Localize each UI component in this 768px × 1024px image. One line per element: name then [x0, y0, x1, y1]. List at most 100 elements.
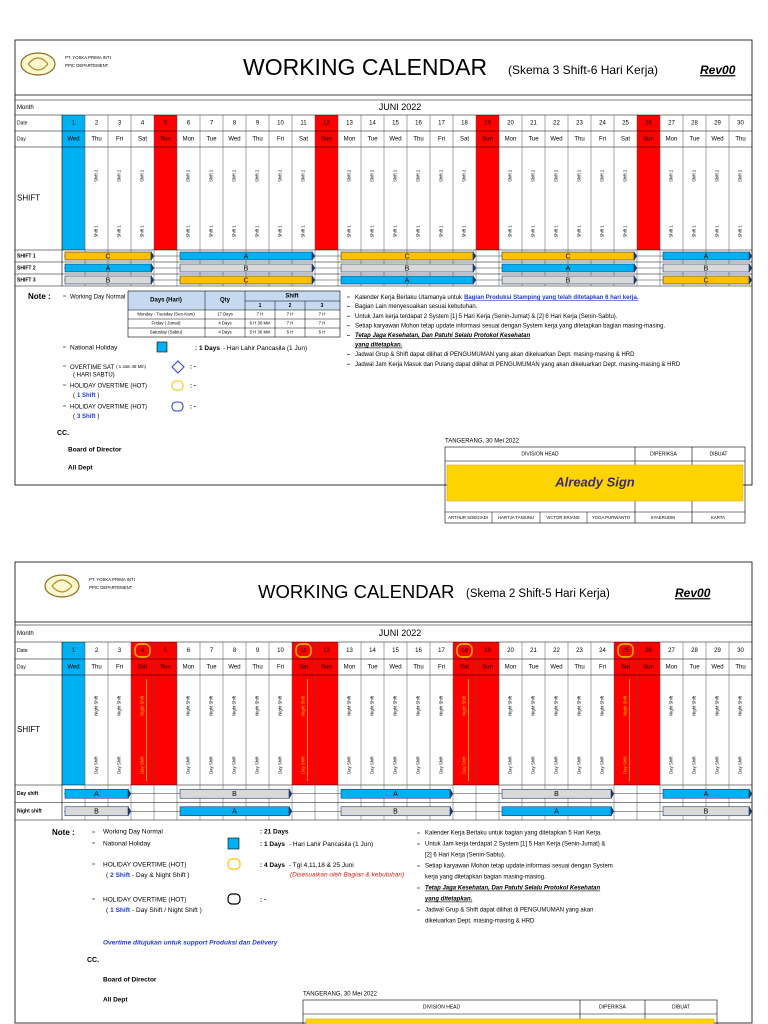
shift-label: Night Shift	[623, 695, 628, 716]
cc-recipient: Board of Director	[103, 977, 157, 984]
date: 20	[507, 121, 514, 127]
date: 6	[187, 121, 191, 127]
day: Mon	[183, 665, 195, 671]
text-part: : 4 Days	[260, 862, 285, 869]
day: Thu	[91, 137, 101, 143]
text-part: - Day & Night Shift )	[132, 872, 189, 879]
month: JUNI 2022	[379, 102, 422, 112]
note-value: : 4 Days - Tgl 4,11,18 & 25 Juni	[260, 862, 354, 869]
date: 15	[392, 121, 399, 127]
shift-label: Shift 1	[301, 225, 306, 238]
shift-label: Night Shift	[439, 695, 444, 716]
shift-group-label: B	[94, 809, 99, 816]
shift-label: Shift 1	[715, 225, 720, 238]
day: Tue	[367, 137, 378, 143]
logo	[20, 52, 56, 76]
date: 25	[622, 121, 629, 127]
note-support: Overtime ditujukan untuk support Produks…	[103, 940, 278, 947]
date: 26	[645, 121, 652, 127]
shift-group-label: B	[393, 809, 398, 816]
note-label: HOLIDAY OVERTIME (HOT)	[103, 862, 186, 869]
shift-group-label: B	[244, 265, 249, 272]
shift-label: Night Shift	[209, 695, 214, 716]
date: 14	[369, 121, 376, 127]
arrow-head	[611, 805, 614, 817]
date: 26	[645, 648, 652, 654]
shift-row-label: Night shift	[17, 809, 42, 815]
text-part: ( 1 Jam 45 Min)	[116, 364, 146, 369]
shift-group-label: C	[105, 253, 110, 260]
revision: Rev00	[675, 586, 711, 600]
table-cell: 4 Days	[218, 321, 231, 326]
day: Tue	[206, 665, 217, 671]
note-label: National Holiday	[70, 345, 118, 352]
shift-label: Shift 2	[117, 169, 122, 182]
shift-label: Day Shift	[255, 756, 260, 774]
shift-label: Day Shift	[462, 756, 467, 774]
note-heading: Note :	[52, 828, 75, 837]
date: 2	[95, 648, 99, 654]
logo-mark	[51, 579, 73, 593]
table-cell: 7 H	[287, 321, 294, 326]
shift-label: Shift 1	[278, 225, 283, 238]
date: 19	[484, 648, 491, 654]
shift-label: Night Shift	[301, 695, 306, 716]
shift-label: Day Shift	[370, 756, 375, 774]
date: 13	[346, 648, 353, 654]
shift-label: Night Shift	[370, 695, 375, 716]
arrow-head	[151, 251, 154, 261]
arrow-head	[151, 263, 154, 273]
day: Sat	[138, 137, 147, 143]
text-part: 3 Shift	[77, 414, 95, 420]
shift-label: Day Shift	[301, 756, 306, 774]
date-circle	[295, 643, 312, 658]
shift-label: Shift 1	[347, 225, 352, 238]
day: Sat	[621, 137, 630, 143]
shift-label: Shift 1	[669, 225, 674, 238]
table-cell: 6 H 30 Min	[250, 321, 271, 326]
note-value: : -	[190, 405, 196, 411]
table-header: 1	[259, 303, 262, 309]
holiday-column	[453, 642, 476, 785]
logo	[44, 574, 80, 598]
arrow-head	[749, 251, 752, 261]
arrow-head	[450, 788, 453, 800]
legend-hot	[227, 858, 241, 870]
holiday-column	[614, 642, 637, 785]
date: 16	[415, 121, 422, 127]
date: 22	[553, 648, 560, 654]
signature-box	[444, 446, 746, 524]
arrow-head	[289, 788, 292, 800]
date: 24	[599, 121, 606, 127]
note-text: Setiap karyawan Mohon tetap update infor…	[425, 864, 613, 870]
revision: Rev00	[700, 63, 736, 77]
shift-label: Shift 1	[255, 225, 260, 238]
shift-label: Day Shift	[94, 756, 99, 774]
calendar-skema-2-shift: PT. YOSKA PRIMA INTI PPIC DEPARTEMENT WORK…	[14, 561, 753, 1024]
signature-header: DIVISION HEAD	[521, 451, 559, 457]
shift-label: Shift 1	[186, 225, 191, 238]
day: Wed	[228, 137, 240, 143]
text-part: : 1 Days	[260, 841, 285, 848]
shift-label: Shift 2	[255, 169, 260, 182]
date: 1	[72, 121, 76, 127]
signer-name: KARTA	[711, 515, 725, 520]
shift-label: Shift 1	[738, 225, 743, 238]
date: 11	[300, 648, 307, 654]
legend-overtime	[171, 360, 185, 374]
date: 28	[691, 121, 698, 127]
date: 8	[233, 121, 237, 127]
shift-label: Day Shift	[416, 756, 421, 774]
holiday-column	[62, 115, 85, 250]
signature-header: DIPERIKSA	[599, 1004, 626, 1010]
shift-label: Day Shift	[554, 756, 559, 774]
shift-label: Shift 2	[370, 169, 375, 182]
row-label: Date	[17, 120, 28, 126]
holiday-column	[637, 115, 660, 250]
date: 11	[300, 121, 307, 127]
date: 21	[530, 648, 537, 654]
day: Wed	[711, 137, 723, 143]
shift-label: Shift 1	[140, 225, 145, 238]
arrow-head	[289, 805, 292, 817]
shift-label: Day Shift	[140, 756, 145, 774]
